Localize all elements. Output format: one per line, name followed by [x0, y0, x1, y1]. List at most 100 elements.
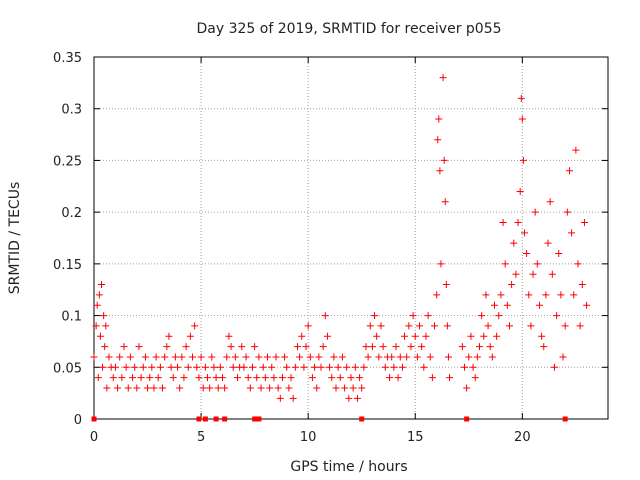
data-point: [471, 374, 479, 382]
data-point: [559, 353, 567, 361]
baseline-marker: [222, 416, 228, 422]
data-point: [233, 374, 241, 382]
data-point: [338, 353, 346, 361]
data-point: [381, 363, 389, 371]
data-point: [261, 374, 269, 382]
data-point: [409, 312, 417, 320]
data-point: [178, 353, 186, 361]
data-point: [144, 384, 152, 392]
data-point: [469, 363, 477, 371]
data-point: [186, 332, 194, 340]
data-point: [304, 322, 312, 330]
data-point: [257, 384, 265, 392]
data-point: [428, 374, 436, 382]
data-point: [336, 374, 344, 382]
data-point: [323, 332, 331, 340]
x-axis-ticks: 0 5 10 15 20: [90, 57, 531, 445]
data-point: [244, 374, 252, 382]
data-point: [124, 384, 132, 392]
data-point: [174, 363, 182, 371]
data-point: [529, 270, 537, 278]
data-point: [315, 353, 323, 361]
data-point: [281, 353, 289, 361]
data-point: [349, 384, 357, 392]
data-point: [550, 363, 558, 371]
data-point: [141, 353, 149, 361]
data-point: [150, 384, 158, 392]
data-point: [99, 363, 107, 371]
data-point: [461, 363, 469, 371]
data-point: [386, 374, 394, 382]
data-point: [407, 343, 415, 351]
data-point: [289, 394, 297, 402]
data-point: [259, 363, 267, 371]
data-point: [300, 363, 308, 371]
data-point: [131, 363, 139, 371]
data-point: [398, 363, 406, 371]
data-point: [189, 353, 197, 361]
data-point: [152, 353, 160, 361]
data-point: [553, 312, 561, 320]
data-point: [499, 218, 507, 226]
baseline-marker: [91, 416, 97, 422]
data-point: [296, 353, 304, 361]
data-point: [508, 281, 516, 289]
data-point: [156, 363, 164, 371]
data-point: [223, 353, 231, 361]
x-axis-label: GPS time / hours: [290, 459, 407, 475]
data-point: [263, 353, 271, 361]
data-point: [95, 291, 103, 299]
data-point: [242, 353, 250, 361]
data-point: [424, 312, 432, 320]
data-point: [111, 363, 119, 371]
data-point: [535, 301, 543, 309]
data-point: [368, 343, 376, 351]
data-point: [353, 394, 361, 402]
data-point: [129, 374, 137, 382]
data-point: [225, 332, 233, 340]
data-point: [193, 363, 201, 371]
data-point: [238, 343, 246, 351]
data-point: [100, 312, 108, 320]
data-point: [227, 343, 235, 351]
data-point: [501, 260, 509, 268]
data-point: [116, 353, 124, 361]
baseline-marker: [196, 416, 202, 422]
data-point: [311, 363, 319, 371]
data-point: [373, 332, 381, 340]
data-point: [97, 281, 105, 289]
data-point: [578, 281, 586, 289]
data-point: [580, 218, 588, 226]
data-point: [416, 322, 424, 330]
x-tick-label: 15: [407, 430, 424, 445]
data-point: [253, 374, 261, 382]
data-point: [478, 312, 486, 320]
data-point: [287, 374, 295, 382]
data-point: [519, 156, 527, 164]
y-tick-label: 0.35: [53, 51, 82, 66]
data-point: [401, 332, 409, 340]
data-point: [377, 322, 385, 330]
data-point: [523, 250, 531, 258]
data-point: [255, 353, 263, 361]
data-point: [182, 343, 190, 351]
data-point: [497, 291, 505, 299]
data-point: [321, 312, 329, 320]
data-point: [514, 218, 522, 226]
data-point: [197, 353, 205, 361]
data-point: [403, 353, 411, 361]
data-point: [135, 343, 143, 351]
data-point: [356, 374, 364, 382]
data-point: [533, 260, 541, 268]
data-point: [510, 239, 518, 247]
data-point: [413, 353, 421, 361]
data-point: [440, 156, 448, 164]
data-point: [418, 343, 426, 351]
data-point: [390, 363, 398, 371]
data-point: [90, 353, 98, 361]
data-point: [527, 322, 535, 330]
data-point: [490, 301, 498, 309]
baseline-marker: [359, 416, 365, 422]
